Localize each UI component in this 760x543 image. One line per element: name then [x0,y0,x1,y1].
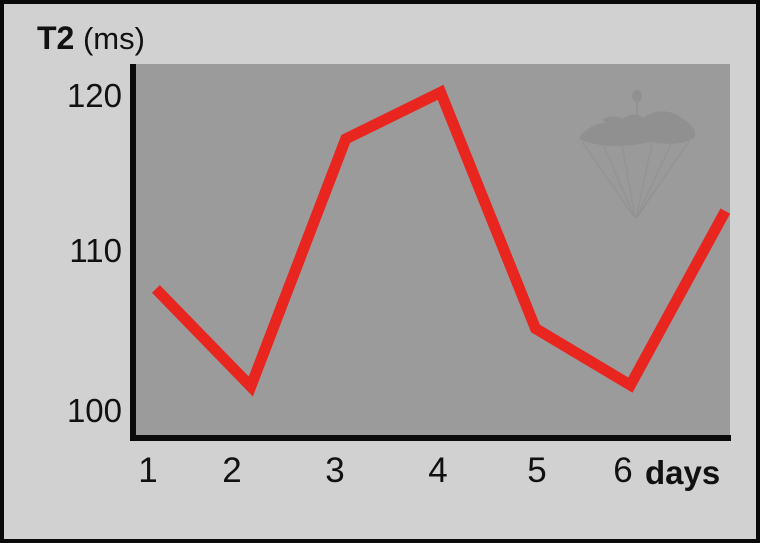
y-axis-line [130,64,136,441]
y-axis-title-unit: (ms) [82,21,145,56]
y-axis-title-symbol: T2 [37,20,75,56]
y-axis-title: T2 (ms) [37,21,145,56]
x-tick-label-1: 1 [138,451,158,490]
x-tick-label-6: 6 [613,451,633,490]
y-tick-label-110: 110 [69,232,122,269]
y-tick-label-120: 120 [66,77,122,114]
x-axis-tick-labels: 1 2 3 4 5 6 [4,451,756,501]
y-axis-tick-labels: 120 110 100 [4,4,122,539]
t2-polyline [151,84,730,397]
x-tick-label-5: 5 [527,451,547,490]
y-tick-label-100: 100 [66,392,122,429]
plot-area [130,64,731,441]
x-axis-unit-label: days [645,454,721,491]
x-tick-label-4: 4 [428,451,448,490]
x-tick-label-2: 2 [222,451,242,490]
series-line-t2 [151,84,730,397]
x-tick-label-3: 3 [325,451,345,490]
x-axis-line [130,435,731,441]
